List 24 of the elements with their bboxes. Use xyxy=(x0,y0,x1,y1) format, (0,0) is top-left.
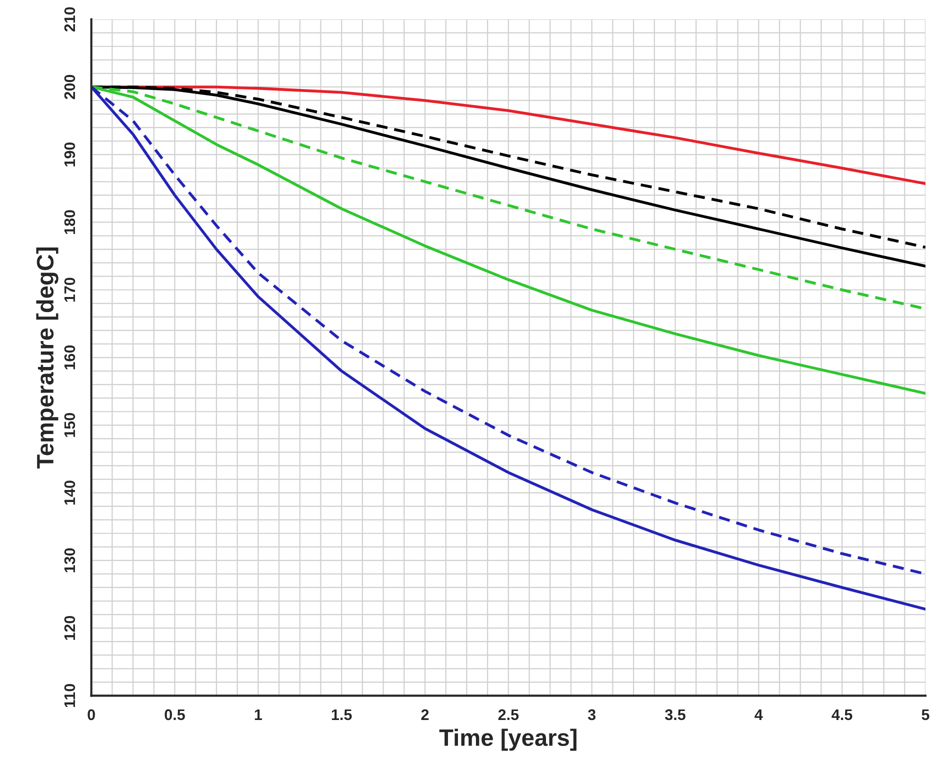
y-tick-label: 200 xyxy=(64,74,76,100)
x-tick-label: 4 xyxy=(754,709,763,720)
y-tick-label: 130 xyxy=(64,548,76,572)
y-axis-title: Temperature [degC] xyxy=(36,248,58,469)
x-tick-label: 3 xyxy=(588,709,596,720)
x-tick-label: 1.5 xyxy=(332,709,352,720)
y-tick-label: 160 xyxy=(64,345,76,370)
y-tick-label: 190 xyxy=(64,142,76,166)
y-tick-label: 180 xyxy=(64,210,76,234)
x-tick-label: 1 xyxy=(254,709,262,720)
x-tick-label: 2.5 xyxy=(498,709,519,720)
x-tick-label: 0 xyxy=(88,709,95,720)
y-tick-label: 120 xyxy=(64,616,76,640)
y-tick-label: 170 xyxy=(64,278,76,302)
y-tick-label: 140 xyxy=(64,480,76,505)
x-tick-label: 4.5 xyxy=(832,709,852,720)
x-tick-label: 3.5 xyxy=(664,709,686,720)
x-tick-label: 5 xyxy=(922,709,930,720)
x-tick-label: 0.5 xyxy=(164,709,185,720)
x-tick-label: 2 xyxy=(421,709,429,720)
y-tick-label: 210 xyxy=(64,7,76,32)
y-tick-label: 150 xyxy=(64,413,76,437)
x-axis-title: Time [years] xyxy=(439,728,576,751)
y-tick-label: 110 xyxy=(64,684,76,708)
